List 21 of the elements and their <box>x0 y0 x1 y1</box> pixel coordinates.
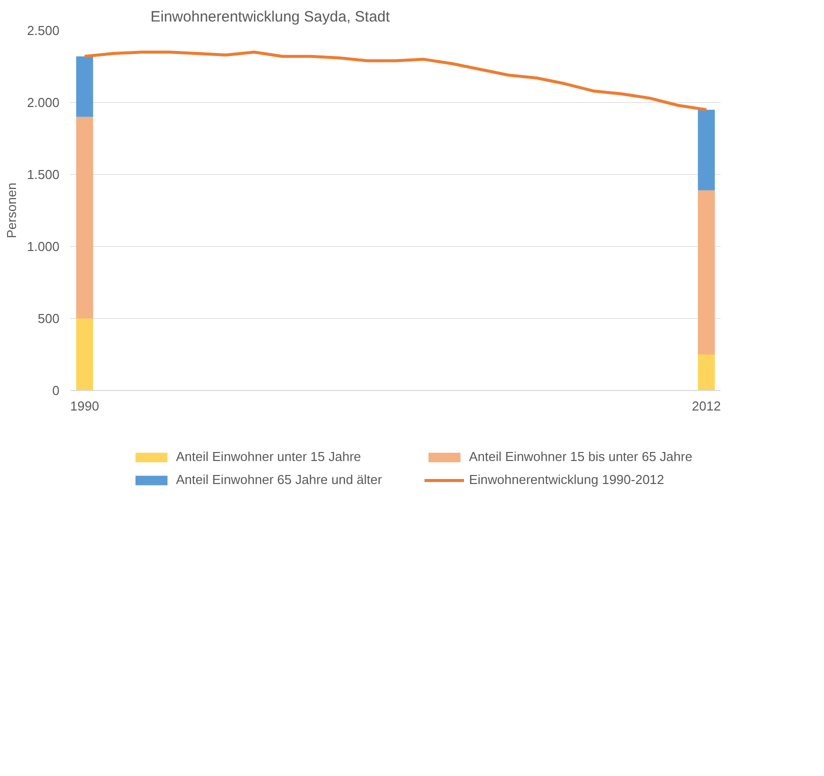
y-tick-label: 2.500 <box>26 23 60 38</box>
x-tick-label: 1990 <box>70 398 100 414</box>
y-tick-label: 2.000 <box>26 95 60 110</box>
bar <box>76 116 94 318</box>
legend-label: Anteil Einwohner unter 15 Jahre <box>176 449 362 464</box>
bar <box>698 110 715 190</box>
chart-title: Einwohnerentwicklung Sayda, Stadt <box>150 8 391 26</box>
y-tick-label: 0 <box>52 383 60 398</box>
y-tick-label: 500 <box>38 311 60 326</box>
line-series <box>83 50 708 112</box>
legend-label: Anteil Einwohner 65 Jahre und älter <box>176 472 383 487</box>
legend-label: Anteil Einwohner 15 bis unter 65 Jahre <box>469 449 694 464</box>
y-tick-label: 1.000 <box>26 239 60 254</box>
legend-label: Einwohnerentwicklung 1990-2012 <box>469 472 666 487</box>
bar <box>698 190 715 354</box>
y-axis-title: Personen <box>4 182 19 238</box>
x-tick-label: 2012 <box>692 398 721 414</box>
bar <box>76 318 94 390</box>
bar <box>76 56 94 117</box>
y-tick-label: 1.500 <box>26 167 60 182</box>
bar <box>698 354 715 390</box>
